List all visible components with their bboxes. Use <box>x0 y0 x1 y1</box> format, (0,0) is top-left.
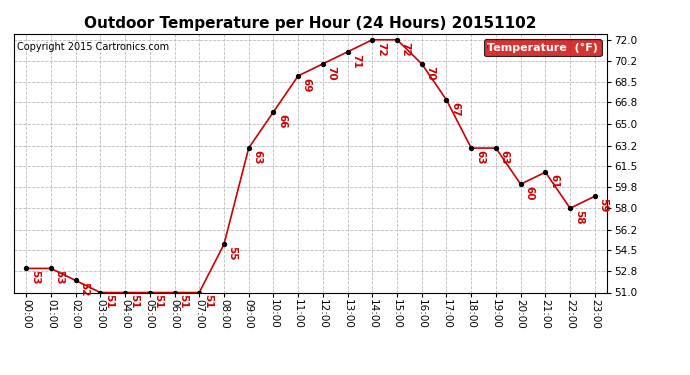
Text: 63: 63 <box>500 150 510 164</box>
Text: 63: 63 <box>475 150 485 164</box>
Text: 63: 63 <box>253 150 262 164</box>
Text: 70: 70 <box>426 66 435 80</box>
Point <box>589 193 600 199</box>
Point <box>441 97 452 103</box>
Point <box>21 266 32 272</box>
Point <box>367 37 378 43</box>
Point <box>342 49 353 55</box>
Text: 51: 51 <box>203 294 213 309</box>
Point <box>70 278 81 284</box>
Text: 71: 71 <box>351 54 362 68</box>
Point <box>540 169 551 175</box>
Point <box>515 181 526 187</box>
Point <box>169 290 180 296</box>
Point <box>466 145 477 151</box>
Point <box>268 109 279 115</box>
Text: 51: 51 <box>129 294 139 309</box>
Text: 69: 69 <box>302 78 312 92</box>
Text: 51: 51 <box>153 294 164 309</box>
Point <box>194 290 205 296</box>
Point <box>95 290 106 296</box>
Text: 59: 59 <box>598 198 609 212</box>
Text: 72: 72 <box>401 42 411 56</box>
Text: Copyright 2015 Cartronics.com: Copyright 2015 Cartronics.com <box>17 42 169 51</box>
Text: 61: 61 <box>549 174 559 189</box>
Title: Outdoor Temperature per Hour (24 Hours) 20151102: Outdoor Temperature per Hour (24 Hours) … <box>84 16 537 31</box>
Text: 55: 55 <box>228 246 237 261</box>
Text: 52: 52 <box>79 282 89 297</box>
Text: 53: 53 <box>30 270 40 285</box>
Point <box>491 145 502 151</box>
Text: 60: 60 <box>524 186 534 201</box>
Text: 72: 72 <box>376 42 386 56</box>
Point <box>119 290 130 296</box>
Point <box>317 61 328 67</box>
Text: 66: 66 <box>277 114 287 128</box>
Text: 53: 53 <box>55 270 65 285</box>
Point <box>144 290 155 296</box>
Point <box>46 266 57 272</box>
Point <box>243 145 254 151</box>
Text: 51: 51 <box>104 294 114 309</box>
Point <box>293 73 304 79</box>
Point <box>391 37 402 43</box>
Text: 58: 58 <box>574 210 584 225</box>
Text: 67: 67 <box>450 102 460 116</box>
Point <box>416 61 427 67</box>
Point <box>219 242 230 248</box>
Text: 51: 51 <box>178 294 188 309</box>
Legend: Temperature  (°F): Temperature (°F) <box>484 39 602 56</box>
Text: 70: 70 <box>326 66 337 80</box>
Point <box>564 205 575 211</box>
